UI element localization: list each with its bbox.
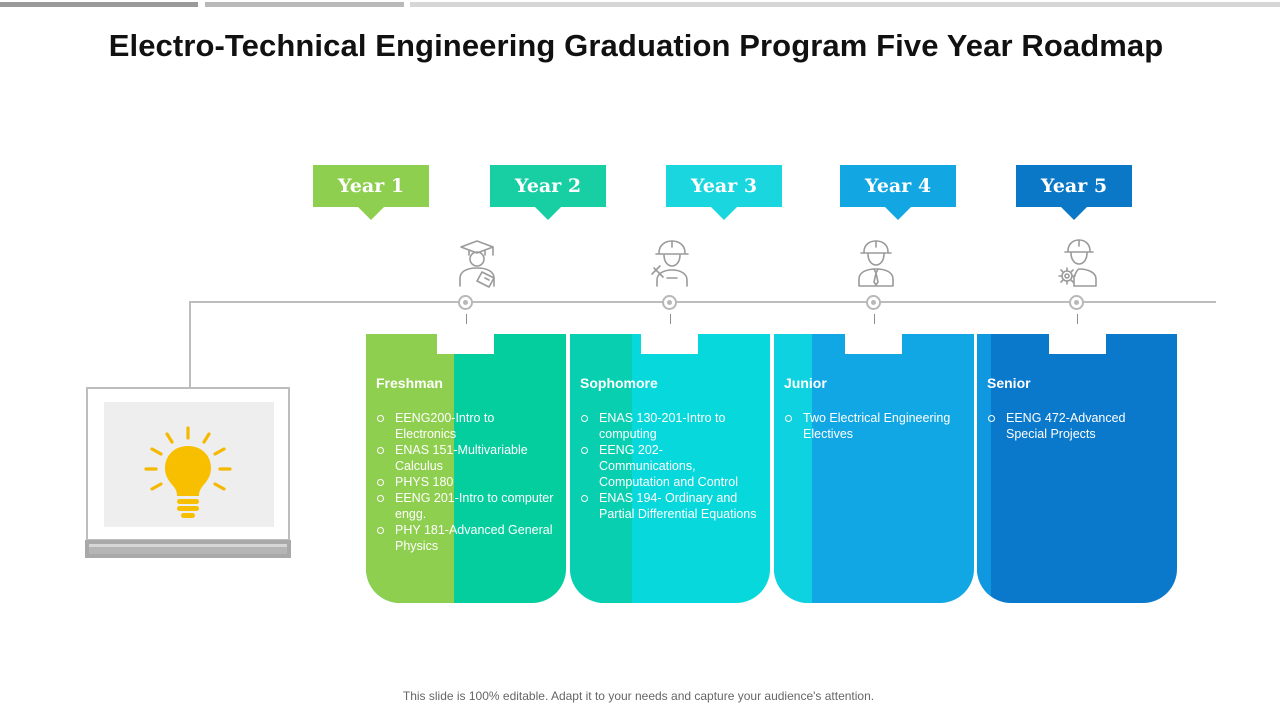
card-notch: [1049, 334, 1106, 354]
worker-icon: [858, 240, 894, 287]
timeline-tick: [1077, 314, 1078, 324]
card-title: Freshman: [376, 375, 443, 391]
year-tag-3: Year 3: [666, 165, 782, 220]
card-notch: [437, 334, 494, 354]
list-item: ENAS 130-201-Intro to computing: [580, 410, 758, 442]
card-accent: [366, 334, 454, 603]
list-item: PHYS 180: [376, 474, 554, 490]
graduate-icon: [459, 240, 495, 288]
card-accent: [977, 334, 991, 603]
list-item: ENAS 194- Ordinary and Partial Different…: [580, 490, 758, 522]
timeline-node: [458, 295, 473, 310]
senior-engineer-icon: [1058, 239, 1097, 287]
timeline-connector: [189, 301, 191, 387]
list-item: EENG 202-Communications, Computation and…: [580, 442, 758, 490]
timeline-tick: [874, 314, 875, 324]
list-item: EENG200-Intro to Electronics: [376, 410, 554, 442]
stage-card-junior: Junior Two Electrical Engineering Electi…: [774, 334, 974, 603]
card-notch: [641, 334, 698, 354]
list-item: EENG 472-Advanced Special Projects: [987, 410, 1165, 442]
timeline-node: [866, 295, 881, 310]
stage-card-senior: Senior EENG 472-Advanced Special Project…: [977, 334, 1177, 603]
card-title: Senior: [987, 375, 1031, 391]
year-tag-4: Year 4: [840, 165, 956, 220]
list-item: PHY 181-Advanced General Physics: [376, 522, 554, 554]
light-bulb-icon: [144, 426, 232, 518]
year-tag-2: Year 2: [490, 165, 606, 220]
list-item: EENG 201-Intro to computer engg.: [376, 490, 554, 522]
slide-title: Electro-Technical Engineering Graduation…: [108, 28, 1164, 63]
list-item: ENAS 151-Multivariable Calculus: [376, 442, 554, 474]
timeline-tick: [466, 314, 467, 324]
timeline-line: [189, 301, 1216, 303]
timeline-node: [662, 295, 677, 310]
card-title: Sophomore: [580, 375, 658, 391]
top-bar-segment: [410, 2, 1280, 7]
timeline-node: [1069, 295, 1084, 310]
course-list: Two Electrical Engineering Electives: [784, 410, 962, 442]
card-accent: [570, 334, 632, 603]
course-list: EENG 472-Advanced Special Projects: [987, 410, 1165, 442]
year-tag-5: Year 5: [1016, 165, 1132, 220]
card-accent: [774, 334, 812, 603]
footer-note: This slide is 100% editable. Adapt it to…: [402, 689, 875, 703]
top-bar-segment: [205, 2, 404, 7]
top-bar-segment: [0, 2, 198, 7]
stage-card-freshman: Freshman EENG200-Intro to Electronics EN…: [366, 334, 566, 603]
timeline-tick: [670, 314, 671, 324]
list-item: Two Electrical Engineering Electives: [784, 410, 962, 442]
year-tag-1: Year 1: [313, 165, 429, 220]
engineer-icon: [651, 240, 689, 287]
course-list: EENG200-Intro to Electronics ENAS 151-Mu…: [376, 410, 554, 554]
stage-card-sophomore: Sophomore ENAS 130-201-Intro to computin…: [570, 334, 770, 603]
course-list: ENAS 130-201-Intro to computing EENG 202…: [580, 410, 758, 522]
laptop-base: [85, 540, 291, 558]
card-title: Junior: [784, 375, 827, 391]
card-notch: [845, 334, 902, 354]
